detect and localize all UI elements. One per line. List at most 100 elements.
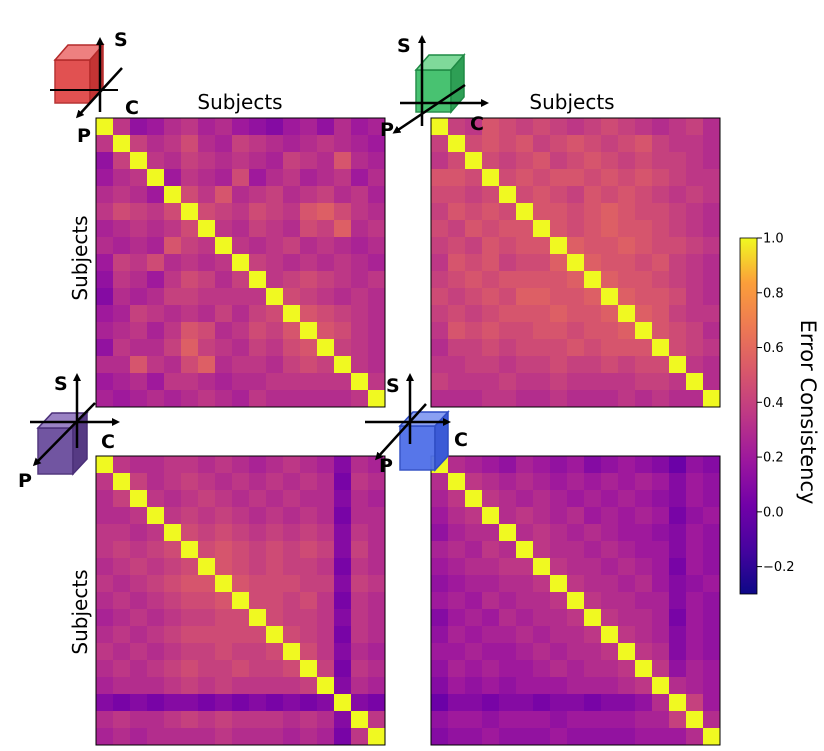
heatmap-cell	[516, 711, 534, 729]
heatmap-cell	[215, 254, 233, 272]
heatmap-cell	[266, 660, 284, 678]
heatmap-cell	[618, 694, 636, 712]
heatmap-cell	[618, 169, 636, 187]
heatmap-cell	[669, 575, 687, 593]
heatmap-cell	[198, 203, 216, 221]
heatmap-cell	[482, 152, 500, 170]
heatmap-cell	[635, 609, 653, 627]
heatmap-cell	[601, 609, 619, 627]
heatmap-cell	[618, 728, 636, 746]
heatmap-cell	[147, 490, 165, 508]
colorbar-tick-label: 0.8	[763, 286, 784, 301]
heatmap-cell	[686, 541, 704, 559]
heatmap-cell	[448, 507, 466, 525]
heatmap-cell	[669, 186, 687, 204]
heatmap-cell	[283, 305, 301, 323]
red-cube-icon	[53, 42, 105, 106]
heatmap-cell	[703, 677, 721, 695]
heatmap-cell	[249, 558, 267, 576]
heatmap-cell	[300, 271, 318, 289]
colorbar: 1.0 0.8 0.6 0.4 0.2 0.0 −0.2 Error Consistency	[739, 232, 820, 595]
heatmap-cell	[300, 626, 318, 644]
heatmap-cell	[652, 305, 670, 323]
heatmap-cell	[482, 237, 500, 255]
heatmap-cell	[669, 305, 687, 323]
heatmap-cell	[266, 135, 284, 153]
heatmap-cell	[130, 356, 148, 374]
heatmap-cell	[567, 305, 585, 323]
heatmap-cell	[550, 322, 568, 340]
heatmap-cell	[618, 626, 636, 644]
heatmap-cell	[635, 271, 653, 289]
heatmap-cell	[283, 609, 301, 627]
heatmap-cell	[686, 507, 704, 525]
heatmap-cell	[300, 254, 318, 272]
heatmap-cell	[669, 390, 687, 408]
heatmap-cell	[516, 135, 534, 153]
heatmap-cell	[669, 558, 687, 576]
heatmap-cell	[635, 203, 653, 221]
heatmap-cell	[215, 575, 233, 593]
heatmap-cell	[448, 305, 466, 323]
heatmap-cell	[351, 305, 369, 323]
heatmap-cell	[249, 288, 267, 306]
heatmap-cell	[351, 373, 369, 391]
heatmap-cell	[368, 609, 386, 627]
heatmap-cell	[317, 660, 335, 678]
heatmap-cell	[368, 456, 386, 474]
heatmap-cell	[283, 135, 301, 153]
heatmap-cell	[482, 356, 500, 374]
heatmap-cell	[431, 186, 449, 204]
heatmap-cell	[686, 135, 704, 153]
heatmap-cell	[164, 203, 182, 221]
heatmap-cell	[686, 169, 704, 187]
heatmap-cell	[669, 254, 687, 272]
heatmap-cell	[618, 152, 636, 170]
heatmap-cell	[516, 473, 534, 491]
heatmap-cell	[249, 592, 267, 610]
heatmap-cell	[351, 186, 369, 204]
heatmap-cell	[601, 728, 619, 746]
heatmap-cell	[164, 558, 182, 576]
heatmap-cell	[266, 305, 284, 323]
heatmap-cell	[147, 575, 165, 593]
heatmap-cell	[635, 575, 653, 593]
heatmap-cell	[635, 626, 653, 644]
heatmap-cell	[482, 456, 500, 474]
heatmap-cell	[431, 473, 449, 491]
heatmap-cell	[300, 541, 318, 559]
heatmap-cell	[164, 186, 182, 204]
heatmap-cell	[584, 677, 602, 695]
heatmap-cell	[368, 711, 386, 729]
heatmap-cell	[266, 575, 284, 593]
heatmap-cell	[283, 694, 301, 712]
heatmap-cell	[181, 322, 199, 340]
heatmap-cell	[147, 356, 165, 374]
heatmap-cell	[482, 660, 500, 678]
heatmap-cell	[618, 118, 636, 136]
heatmap-cell	[147, 322, 165, 340]
heatmap-cell	[584, 135, 602, 153]
heatmap-cell	[618, 288, 636, 306]
heatmap-cell	[147, 203, 165, 221]
heatmap-cell	[499, 373, 517, 391]
heatmap-cell	[584, 592, 602, 610]
heatmap-cell	[351, 728, 369, 746]
heatmap-cell	[686, 390, 704, 408]
heatmap-cell	[181, 390, 199, 408]
heatmap-cell	[431, 152, 449, 170]
heatmap-cell	[130, 135, 148, 153]
heatmap-cell	[499, 626, 517, 644]
heatmap-cell	[431, 728, 449, 746]
heatmap-cell	[147, 473, 165, 491]
heatmap-cell	[601, 186, 619, 204]
heatmap-cell	[635, 373, 653, 391]
heatmap-cell	[300, 558, 318, 576]
heatmap-cell	[669, 356, 687, 374]
heatmap-cell	[300, 118, 318, 136]
heatmap-cell	[703, 152, 721, 170]
heatmap-cell	[482, 305, 500, 323]
heatmap-cell	[215, 356, 233, 374]
heatmap-cell	[164, 220, 182, 238]
heatmap-cell	[686, 660, 704, 678]
